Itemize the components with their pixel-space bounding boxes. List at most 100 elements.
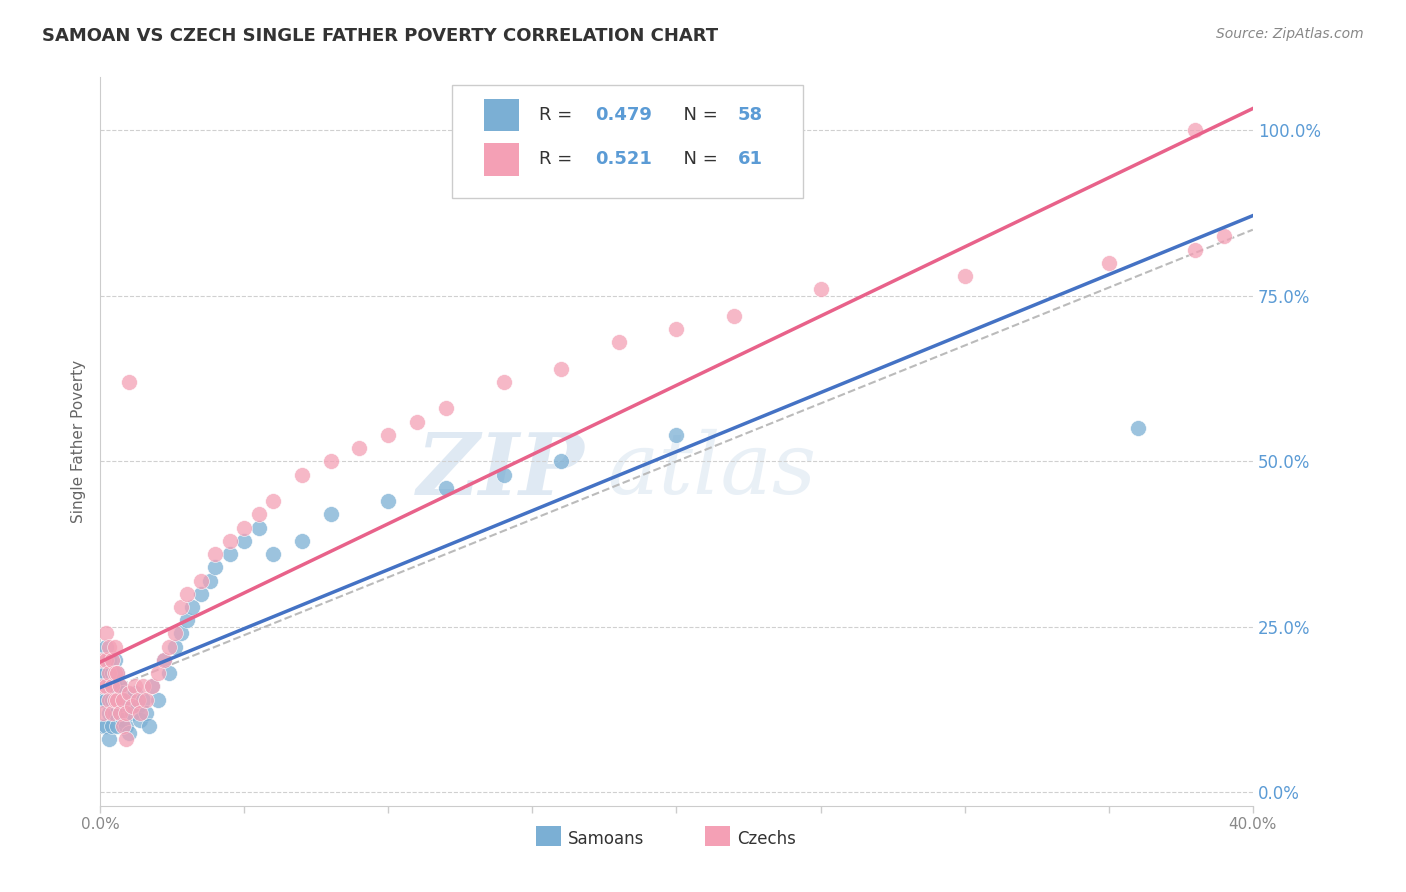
- Point: [165, 626, 187, 640]
- Point: [112, 692, 135, 706]
- Point: [91, 653, 114, 667]
- Point: [97, 680, 120, 694]
- Point: [810, 282, 832, 296]
- Point: [115, 732, 138, 747]
- Point: [97, 640, 120, 654]
- Point: [176, 613, 198, 627]
- Point: [190, 574, 212, 588]
- Point: [94, 626, 117, 640]
- Point: [152, 653, 174, 667]
- Point: [492, 375, 515, 389]
- Point: [94, 666, 117, 681]
- Point: [377, 428, 399, 442]
- Point: [138, 719, 160, 733]
- Point: [406, 415, 429, 429]
- Point: [135, 692, 157, 706]
- Point: [492, 467, 515, 482]
- Text: 61: 61: [738, 150, 762, 169]
- Point: [100, 653, 122, 667]
- Point: [91, 692, 114, 706]
- Point: [1184, 243, 1206, 257]
- Point: [723, 309, 745, 323]
- Point: [291, 467, 314, 482]
- Point: [181, 600, 204, 615]
- Point: [165, 640, 187, 654]
- Point: [953, 268, 976, 283]
- Point: [127, 699, 149, 714]
- Point: [107, 692, 129, 706]
- Point: [107, 692, 129, 706]
- Point: [141, 680, 163, 694]
- Point: [157, 666, 180, 681]
- Point: [97, 666, 120, 681]
- Point: [349, 441, 371, 455]
- Point: [100, 706, 122, 720]
- Point: [103, 680, 125, 694]
- Point: [132, 692, 155, 706]
- Point: [127, 692, 149, 706]
- Point: [665, 322, 688, 336]
- Point: [319, 508, 342, 522]
- Point: [110, 706, 132, 720]
- Text: ZIP: ZIP: [416, 429, 585, 512]
- Point: [550, 454, 572, 468]
- Point: [110, 706, 132, 720]
- Point: [233, 533, 256, 548]
- Point: [204, 560, 226, 574]
- Point: [204, 547, 226, 561]
- Point: [124, 686, 146, 700]
- Text: Samoans: Samoans: [568, 830, 644, 848]
- Point: [112, 719, 135, 733]
- Point: [1098, 256, 1121, 270]
- Point: [97, 692, 120, 706]
- Point: [247, 520, 270, 534]
- Point: [170, 600, 193, 615]
- Point: [262, 547, 284, 561]
- Point: [176, 587, 198, 601]
- Point: [110, 680, 132, 694]
- Point: [107, 666, 129, 681]
- Y-axis label: Single Father Poverty: Single Father Poverty: [72, 360, 86, 523]
- FancyBboxPatch shape: [484, 98, 519, 131]
- Point: [91, 719, 114, 733]
- Text: R =: R =: [540, 106, 578, 124]
- Point: [1213, 229, 1236, 244]
- Point: [118, 375, 141, 389]
- Point: [91, 680, 114, 694]
- Text: R =: R =: [540, 150, 578, 169]
- Point: [118, 699, 141, 714]
- Point: [91, 666, 114, 681]
- Text: 0.521: 0.521: [595, 150, 651, 169]
- Text: SAMOAN VS CZECH SINGLE FATHER POVERTY CORRELATION CHART: SAMOAN VS CZECH SINGLE FATHER POVERTY CO…: [42, 27, 718, 45]
- Point: [94, 680, 117, 694]
- Point: [103, 692, 125, 706]
- Text: Source: ZipAtlas.com: Source: ZipAtlas.com: [1216, 27, 1364, 41]
- Point: [233, 520, 256, 534]
- Point: [118, 726, 141, 740]
- Point: [103, 640, 125, 654]
- Point: [607, 335, 630, 350]
- Point: [110, 680, 132, 694]
- Point: [100, 680, 122, 694]
- Point: [157, 640, 180, 654]
- Point: [97, 706, 120, 720]
- Point: [152, 653, 174, 667]
- Text: N =: N =: [672, 106, 723, 124]
- Point: [103, 706, 125, 720]
- Point: [100, 692, 122, 706]
- Point: [100, 666, 122, 681]
- Point: [135, 706, 157, 720]
- Point: [291, 533, 314, 548]
- Point: [115, 706, 138, 720]
- Point: [550, 361, 572, 376]
- Point: [112, 686, 135, 700]
- Text: 58: 58: [738, 106, 762, 124]
- Point: [97, 653, 120, 667]
- Point: [198, 574, 221, 588]
- Point: [434, 481, 457, 495]
- Point: [247, 508, 270, 522]
- Point: [377, 494, 399, 508]
- Point: [103, 666, 125, 681]
- Point: [97, 732, 120, 747]
- Text: atlas: atlas: [607, 429, 817, 512]
